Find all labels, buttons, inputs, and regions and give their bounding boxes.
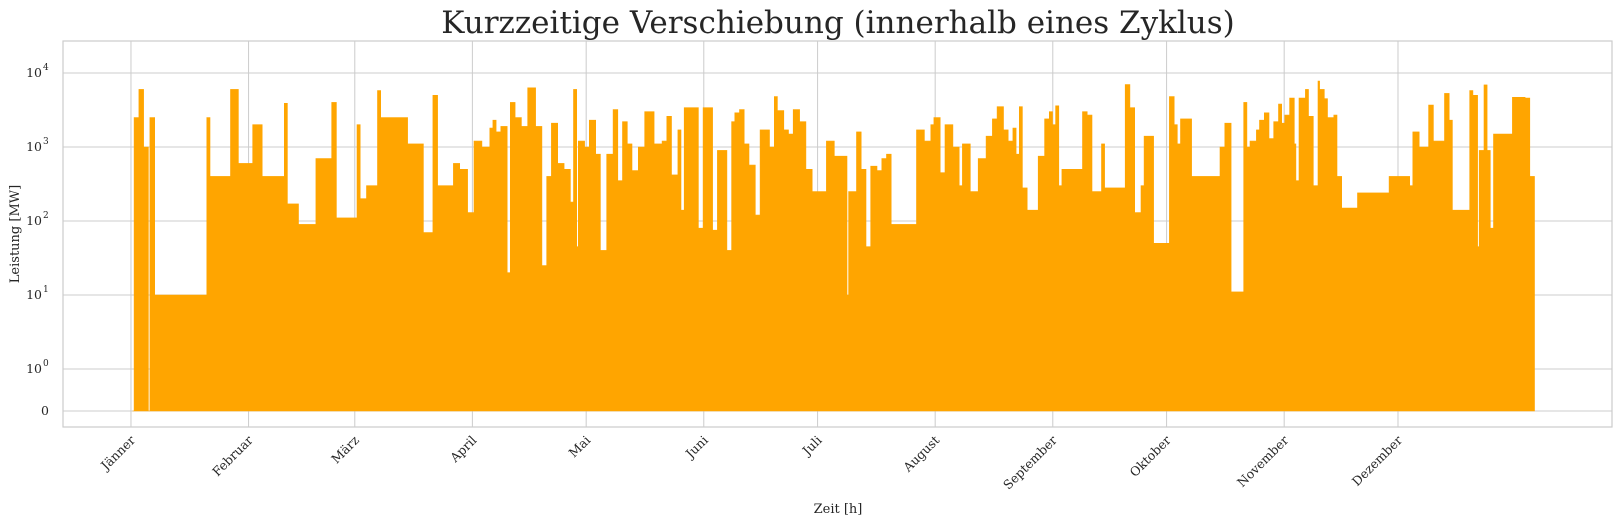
y-tick-exponent: 3 (43, 137, 49, 147)
x-tick-label: August (899, 433, 942, 476)
x-axis-ticks: Jänner Februar März April Mai Juni Juli August S… (96, 432, 1405, 492)
y-tick-label: 10 (26, 139, 42, 154)
x-tick-label: November (1234, 433, 1291, 490)
x-tick-label: Jänner (96, 432, 138, 474)
y-tick-exponent: 1 (43, 285, 49, 295)
chart-title: Kurzzeitige Verschiebung (innerhalb eine… (441, 5, 1235, 41)
y-tick-label: 0 (41, 403, 49, 418)
y-tick-label: 10 (26, 65, 42, 80)
x-tick-label: Dezember (1349, 433, 1405, 489)
y-tick-exponent: 4 (43, 63, 49, 73)
y-tick-label: 10 (26, 213, 42, 228)
y-tick-label: 10 (26, 361, 42, 376)
data-series (132, 80, 1535, 412)
series-area (132, 80, 1535, 412)
y-tick-label: 10 (26, 287, 42, 302)
y-tick-exponent: 0 (43, 359, 49, 369)
x-tick-label: Juni (681, 433, 711, 463)
y-tick-exponent: 2 (43, 211, 49, 221)
x-tick-label: Mai (566, 433, 594, 461)
x-tick-label: September (1000, 433, 1060, 493)
plot-area-frame (62, 40, 1613, 428)
x-tick-label: April (446, 433, 479, 466)
x-tick-label: Februar (209, 432, 256, 479)
y-axis-label: Leistung [MW] (8, 185, 23, 283)
x-tick-label: Oktober (1127, 433, 1174, 480)
x-tick-label: März (328, 432, 362, 466)
x-tick-label: Juli (798, 433, 825, 460)
x-axis-label: Zeit [h] (814, 502, 863, 517)
